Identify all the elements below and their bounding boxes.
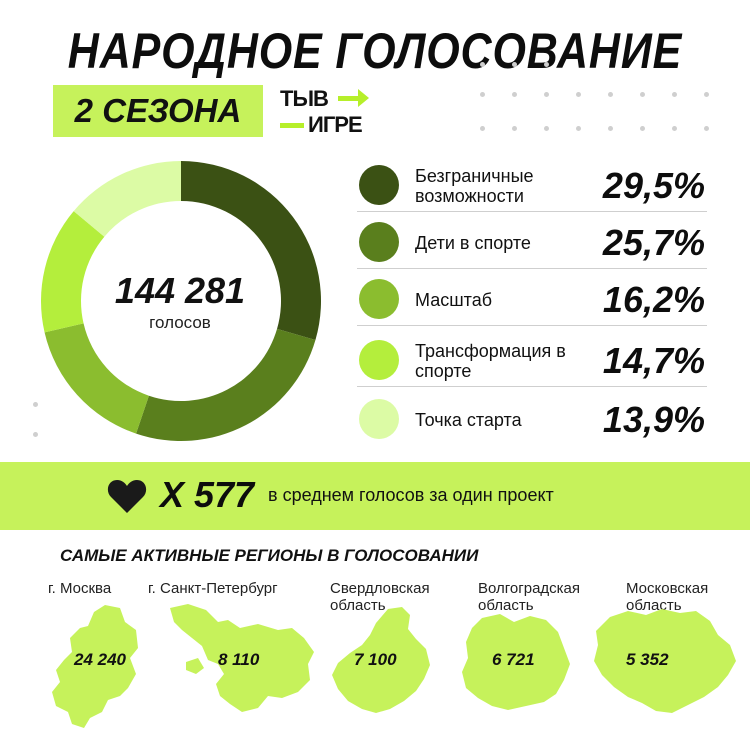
legend-label: Дети в спорте bbox=[415, 233, 531, 253]
logo: ТЫВ ИГРЕ bbox=[280, 86, 376, 140]
logo-line-2: ИГРЕ bbox=[308, 112, 363, 137]
legend-value: 25,7% bbox=[602, 222, 705, 263]
decor-dot bbox=[576, 92, 581, 97]
logo-line-1: ТЫВ bbox=[280, 86, 329, 111]
donut-slice bbox=[136, 328, 316, 441]
legend-item: Безграничные возможности 29,5% bbox=[357, 160, 707, 212]
page-title: НАРОДНОЕ ГОЛОСОВАНИЕ bbox=[67, 23, 683, 79]
average-value: X 577 bbox=[160, 474, 255, 515]
legend-swatch bbox=[359, 340, 399, 380]
region-map-sverdlovsk bbox=[332, 607, 430, 713]
decor-dot bbox=[640, 126, 645, 131]
total-votes: 144 281 bbox=[114, 270, 246, 311]
decor-dot bbox=[672, 92, 677, 97]
decor-dot bbox=[480, 126, 485, 131]
legend-swatch bbox=[359, 279, 399, 319]
regions-title: САМЫЕ АКТИВНЫЕ РЕГИОНЫ В ГОЛОСОВАНИИ bbox=[60, 546, 479, 565]
decor-dot bbox=[544, 126, 549, 131]
decor-dot bbox=[576, 126, 581, 131]
legend-item: Масштаб 16,2% bbox=[357, 274, 707, 326]
legend-value: 29,5% bbox=[602, 165, 705, 206]
legend-item: Трансформация в спорте 14,7% bbox=[357, 335, 707, 387]
legend-label: Точка старта bbox=[415, 410, 522, 430]
region-value: 6 721 bbox=[492, 650, 535, 669]
region-name: г. Санкт-Петербург bbox=[148, 580, 278, 597]
decor-dot bbox=[480, 92, 485, 97]
legend-label: Трансформация в спорте bbox=[415, 341, 566, 381]
region-value: 8 110 bbox=[218, 650, 260, 669]
decor-dot bbox=[608, 126, 613, 131]
region-value: 24 240 bbox=[74, 650, 126, 669]
decor-dot bbox=[512, 126, 517, 131]
region-map-moscow bbox=[52, 605, 138, 728]
decor-dot bbox=[544, 62, 549, 67]
legend-label: Безграничные возможности bbox=[415, 166, 534, 206]
region-map-moscow-oblast bbox=[594, 609, 736, 713]
season-badge: 2 СЕЗОНА bbox=[53, 85, 263, 137]
logo-arrow-icon bbox=[358, 89, 369, 107]
decor-dot bbox=[33, 432, 38, 437]
decor-dot bbox=[512, 62, 517, 67]
decor-dot bbox=[33, 402, 38, 407]
region-name: Волгоградская область bbox=[478, 580, 581, 614]
legend-value: 13,9% bbox=[602, 399, 705, 440]
legend-swatch bbox=[359, 165, 399, 205]
donut-slice bbox=[181, 161, 321, 341]
decor-dot bbox=[704, 126, 709, 131]
average-text: в среднем голосов за один проект bbox=[268, 484, 554, 505]
donut-slice bbox=[73, 161, 181, 237]
region-value: 5 352 bbox=[626, 650, 669, 669]
region-value: 7 100 bbox=[354, 650, 397, 669]
legend-label: Масштаб bbox=[415, 290, 493, 310]
heart-icon bbox=[107, 480, 147, 513]
decor-dot bbox=[672, 126, 677, 131]
decor-dot bbox=[544, 92, 549, 97]
region-name: Свердловская область bbox=[330, 580, 430, 614]
decor-dot bbox=[480, 62, 485, 67]
decor-dot bbox=[704, 92, 709, 97]
donut-slice bbox=[44, 323, 149, 434]
legend-item: Точка старта 13,9% bbox=[357, 394, 707, 446]
legend-swatch bbox=[359, 399, 399, 439]
decor-dot bbox=[512, 92, 517, 97]
region-map-spb bbox=[170, 604, 314, 712]
legend-value: 16,2% bbox=[602, 279, 705, 320]
region-name: Московская область bbox=[626, 580, 709, 614]
logo-dash bbox=[280, 123, 304, 128]
legend-item: Дети в спорте 25,7% bbox=[357, 217, 707, 269]
region-map-volgograd bbox=[462, 614, 570, 710]
donut-slice bbox=[41, 211, 105, 333]
legend-swatch bbox=[359, 222, 399, 262]
decor-dot bbox=[640, 92, 645, 97]
decor-dot bbox=[608, 92, 613, 97]
legend-value: 14,7% bbox=[602, 340, 705, 381]
region-name: г. Москва bbox=[48, 580, 112, 597]
donut-chart bbox=[41, 161, 321, 441]
logo-arrow-bar bbox=[338, 96, 362, 101]
total-votes-label: голосов bbox=[149, 313, 211, 332]
